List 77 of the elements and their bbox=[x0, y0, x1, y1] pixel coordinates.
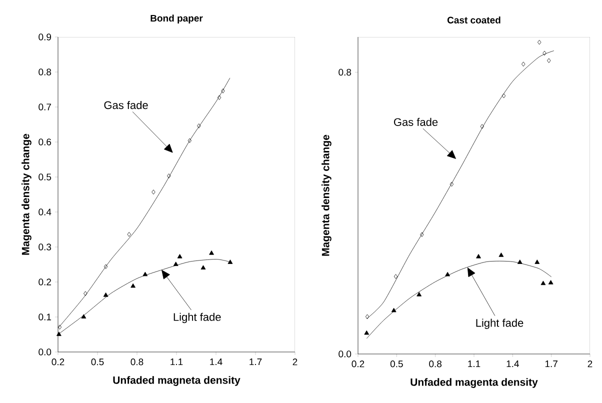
point bbox=[517, 260, 522, 264]
point bbox=[502, 93, 506, 98]
x-tick-label: 2 bbox=[588, 360, 592, 368]
point bbox=[142, 272, 148, 276]
point bbox=[209, 250, 214, 255]
y-tick-label: 0.4 bbox=[38, 208, 52, 216]
x-axis-title: Unfaded magenta density bbox=[410, 378, 538, 388]
point bbox=[450, 182, 454, 187]
annotation: Light fade bbox=[174, 312, 221, 324]
point bbox=[416, 292, 422, 296]
x-tick-label: 1.7 bbox=[250, 358, 262, 366]
annotation: Gas fade bbox=[394, 118, 438, 126]
y-tick-label: 0.0 bbox=[338, 350, 352, 358]
point bbox=[540, 280, 546, 286]
y-tick-label: 0.9 bbox=[38, 34, 52, 40]
x-tick-label: 0.8 bbox=[130, 358, 144, 366]
point bbox=[548, 280, 554, 284]
point bbox=[547, 58, 551, 63]
chart-title: Bond paper bbox=[150, 14, 203, 24]
point bbox=[537, 40, 542, 45]
point bbox=[103, 292, 108, 297]
point bbox=[81, 314, 86, 318]
point bbox=[173, 262, 178, 266]
chart-title: Cast coated bbox=[447, 16, 500, 24]
y-tick-label: 0.2 bbox=[38, 278, 52, 286]
point bbox=[56, 332, 62, 336]
point bbox=[498, 252, 504, 257]
point bbox=[228, 260, 233, 264]
point bbox=[197, 123, 201, 128]
y-tick-label: 0.0 bbox=[38, 348, 52, 356]
point bbox=[420, 232, 424, 237]
point bbox=[445, 272, 450, 276]
x-tick-label: 0.8 bbox=[429, 360, 442, 368]
y-axis-title: Magenta density change bbox=[322, 134, 332, 256]
x-tick-label: 1.4 bbox=[210, 358, 222, 366]
x-tick-label: 0.2 bbox=[52, 358, 64, 366]
point bbox=[152, 190, 156, 194]
x-tick-label: 1.7 bbox=[545, 360, 558, 368]
point bbox=[391, 308, 396, 312]
point bbox=[127, 232, 131, 237]
line-series bbox=[366, 260, 552, 339]
x-tick-label: 1.4 bbox=[506, 360, 519, 368]
x-tick-label: 0.5 bbox=[390, 360, 403, 368]
y-tick-label: 0.1 bbox=[38, 314, 52, 320]
x-tick-label: 2 bbox=[292, 358, 298, 366]
y-tick-label: 0.3 bbox=[38, 244, 52, 250]
point bbox=[167, 174, 171, 178]
y-tick-label: 0.8 bbox=[38, 68, 52, 76]
y-axis-title: Magenta density change bbox=[22, 134, 32, 255]
point bbox=[365, 314, 370, 320]
point bbox=[221, 88, 225, 94]
point bbox=[177, 254, 182, 258]
y-tick-label: 0.7 bbox=[38, 104, 52, 110]
point bbox=[480, 124, 484, 129]
x-tick-label: 0.2 bbox=[352, 360, 364, 368]
point bbox=[534, 260, 540, 264]
point bbox=[58, 324, 62, 330]
x-tick-label: 0.5 bbox=[91, 358, 104, 366]
point bbox=[394, 274, 398, 279]
x-tick-label: 1.1 bbox=[468, 360, 480, 368]
annotation: Light fade bbox=[476, 318, 524, 329]
point bbox=[130, 283, 136, 288]
point bbox=[200, 265, 206, 270]
line-series bbox=[366, 50, 554, 319]
point bbox=[104, 264, 108, 269]
point bbox=[217, 95, 222, 100]
y-tick-label: 0.6 bbox=[38, 138, 52, 146]
point bbox=[364, 330, 370, 335]
point bbox=[84, 291, 88, 296]
point bbox=[476, 254, 481, 258]
y-tick-label: 0.5 bbox=[38, 174, 52, 180]
point bbox=[522, 62, 526, 67]
point bbox=[188, 138, 192, 143]
x-axis-title: Unfaded magneta density bbox=[113, 376, 240, 386]
x-tick-label: 1.1 bbox=[170, 358, 183, 366]
point bbox=[542, 50, 546, 56]
annotation: Gas fade bbox=[104, 101, 148, 110]
